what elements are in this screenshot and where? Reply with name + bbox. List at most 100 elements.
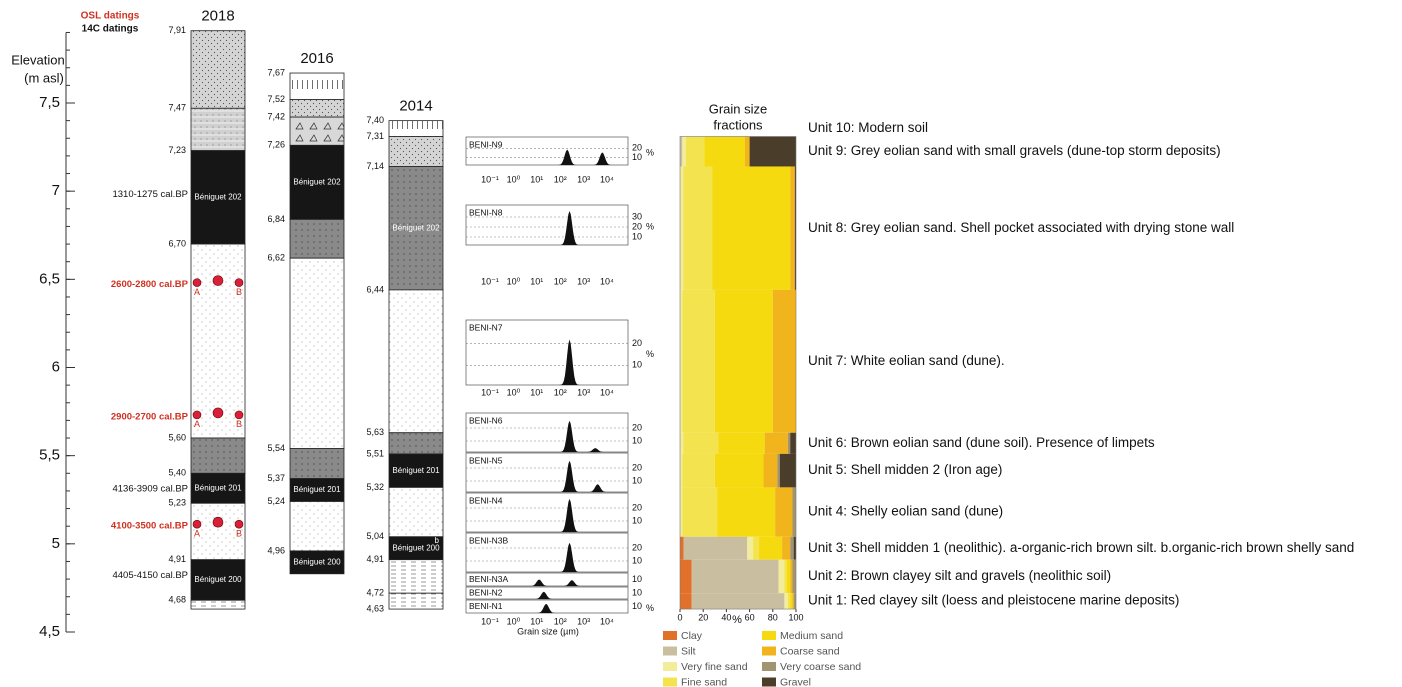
bar-frame xyxy=(679,136,797,610)
dating-label: 2900-2700 cal.BP xyxy=(111,411,189,422)
y-tick-label: 10 xyxy=(632,475,642,485)
fraction-segment xyxy=(777,453,780,488)
elevation-label: 7,47 xyxy=(168,103,186,113)
fraction-segment xyxy=(790,536,794,560)
x-tick-label: 10⁰ xyxy=(507,276,521,286)
fraction-segment xyxy=(790,166,795,290)
fraction-segment xyxy=(682,453,715,488)
sample-name: BENI-N3A xyxy=(469,574,509,584)
elevation-label: 6,44 xyxy=(366,284,384,294)
osl-sample xyxy=(234,278,244,287)
dating-label: 4100-3500 cal.BP xyxy=(111,521,189,532)
layer xyxy=(388,120,444,137)
peak xyxy=(532,603,561,613)
fraction-segment xyxy=(680,289,683,433)
x-tick-label: 10¹ xyxy=(530,616,543,626)
legend-swatch xyxy=(762,646,776,656)
legend-swatch xyxy=(762,677,776,687)
elevation-label: 4,91 xyxy=(168,554,186,564)
panel xyxy=(465,492,629,533)
c14-legend: 14C datings xyxy=(82,24,139,35)
fraction-segment xyxy=(685,136,705,167)
fraction-segment xyxy=(680,432,684,454)
sample-label: A xyxy=(194,287,200,297)
elevation-label: 4,63 xyxy=(366,603,384,613)
elevation-label: 7,40 xyxy=(366,115,384,125)
fraction-segment xyxy=(683,536,748,560)
y-tick-label: 20 xyxy=(632,542,642,552)
unit-label: Unit 4: Shelly eolian sand (dune) xyxy=(808,504,1003,519)
elevation-label: 4,68 xyxy=(168,595,186,605)
fraction-segment xyxy=(680,453,683,488)
elevation-label: 5,32 xyxy=(366,482,384,492)
x-tick-label: 10⁻¹ xyxy=(481,276,499,286)
layer xyxy=(388,432,444,455)
peak xyxy=(555,211,584,245)
y-tick-label: 20 xyxy=(632,338,642,348)
legend-swatch xyxy=(663,662,677,671)
elevation-label: 5,54 xyxy=(267,443,285,453)
legend-label: Very coarse sand xyxy=(780,661,861,673)
fraction-segment xyxy=(714,453,764,488)
layer-name: Béniguet 200 xyxy=(392,543,440,552)
fraction-segment xyxy=(680,166,684,290)
x-tick-label: 10¹ xyxy=(530,387,543,397)
fraction-segment xyxy=(794,166,796,290)
layer xyxy=(190,150,246,245)
panel xyxy=(465,532,629,573)
x-tick-label: 100 xyxy=(788,612,803,622)
osl-sample xyxy=(192,278,202,287)
osl-sample xyxy=(212,275,224,286)
elevation-label: 4,72 xyxy=(366,588,384,598)
fraction-segment xyxy=(680,593,692,610)
x-tick-label: 10² xyxy=(554,616,567,626)
fraction-segment xyxy=(680,136,683,167)
fraction-segment xyxy=(784,593,788,610)
fraction-segment xyxy=(763,453,778,488)
x-tick-label: 10² xyxy=(554,276,567,286)
x-tick-label: 20 xyxy=(698,612,708,622)
tick-label: 5 xyxy=(52,535,60,552)
osl-sample xyxy=(234,410,244,420)
layer xyxy=(388,559,444,594)
elevation-label: 5,37 xyxy=(267,473,285,483)
y-tick-label: 10 xyxy=(632,555,642,565)
sample-name: BENI-N4 xyxy=(469,495,503,505)
sample-name: BENI-N1 xyxy=(469,601,503,611)
sub-mark: b xyxy=(435,536,440,545)
fractions-title: Grain size xyxy=(709,101,768,116)
tick-label: 6 xyxy=(52,358,60,375)
layer xyxy=(289,218,345,259)
layer-name: Béniguet 200 xyxy=(194,575,242,584)
fraction-segment xyxy=(712,166,791,290)
x-tick-label: 10⁴ xyxy=(600,387,614,397)
fraction-segment xyxy=(782,536,791,560)
dating-label: 1310-1275 cal.BP xyxy=(112,189,188,200)
sample-name: BENI-N7 xyxy=(469,322,503,332)
peak xyxy=(525,579,554,586)
unit-label: Unit 8: Grey eolian sand. Shell pocket a… xyxy=(808,220,1234,235)
layer xyxy=(388,166,444,291)
fraction-segment xyxy=(749,136,796,167)
elevation-label: 7,52 xyxy=(267,94,285,104)
y-tick-label: 10 xyxy=(632,435,642,445)
sample-name: BENI-N5 xyxy=(469,455,503,465)
layer xyxy=(190,599,246,610)
panel xyxy=(465,412,629,453)
unit-label: Unit 3: Shell midden 1 (neolithic). a-or… xyxy=(808,540,1354,555)
y-tick-label: 10 xyxy=(632,574,642,584)
peak xyxy=(555,498,584,532)
fraction-segment xyxy=(786,559,791,594)
unit-label: Unit 6: Brown eolian sand (dune soil). P… xyxy=(808,435,1155,450)
elevation-label: 5,04 xyxy=(366,531,384,541)
fraction-segment xyxy=(793,593,796,610)
sample-label: A xyxy=(194,419,200,429)
log-year: 2016 xyxy=(300,50,333,67)
fraction-segment xyxy=(691,593,785,610)
sample-label: A xyxy=(194,529,200,539)
axis-title: Elevation xyxy=(11,52,64,67)
peak xyxy=(529,591,558,599)
fraction-segment xyxy=(792,593,794,610)
grain-axis-label: Grain size (µm) xyxy=(517,626,579,636)
peak xyxy=(557,580,586,586)
